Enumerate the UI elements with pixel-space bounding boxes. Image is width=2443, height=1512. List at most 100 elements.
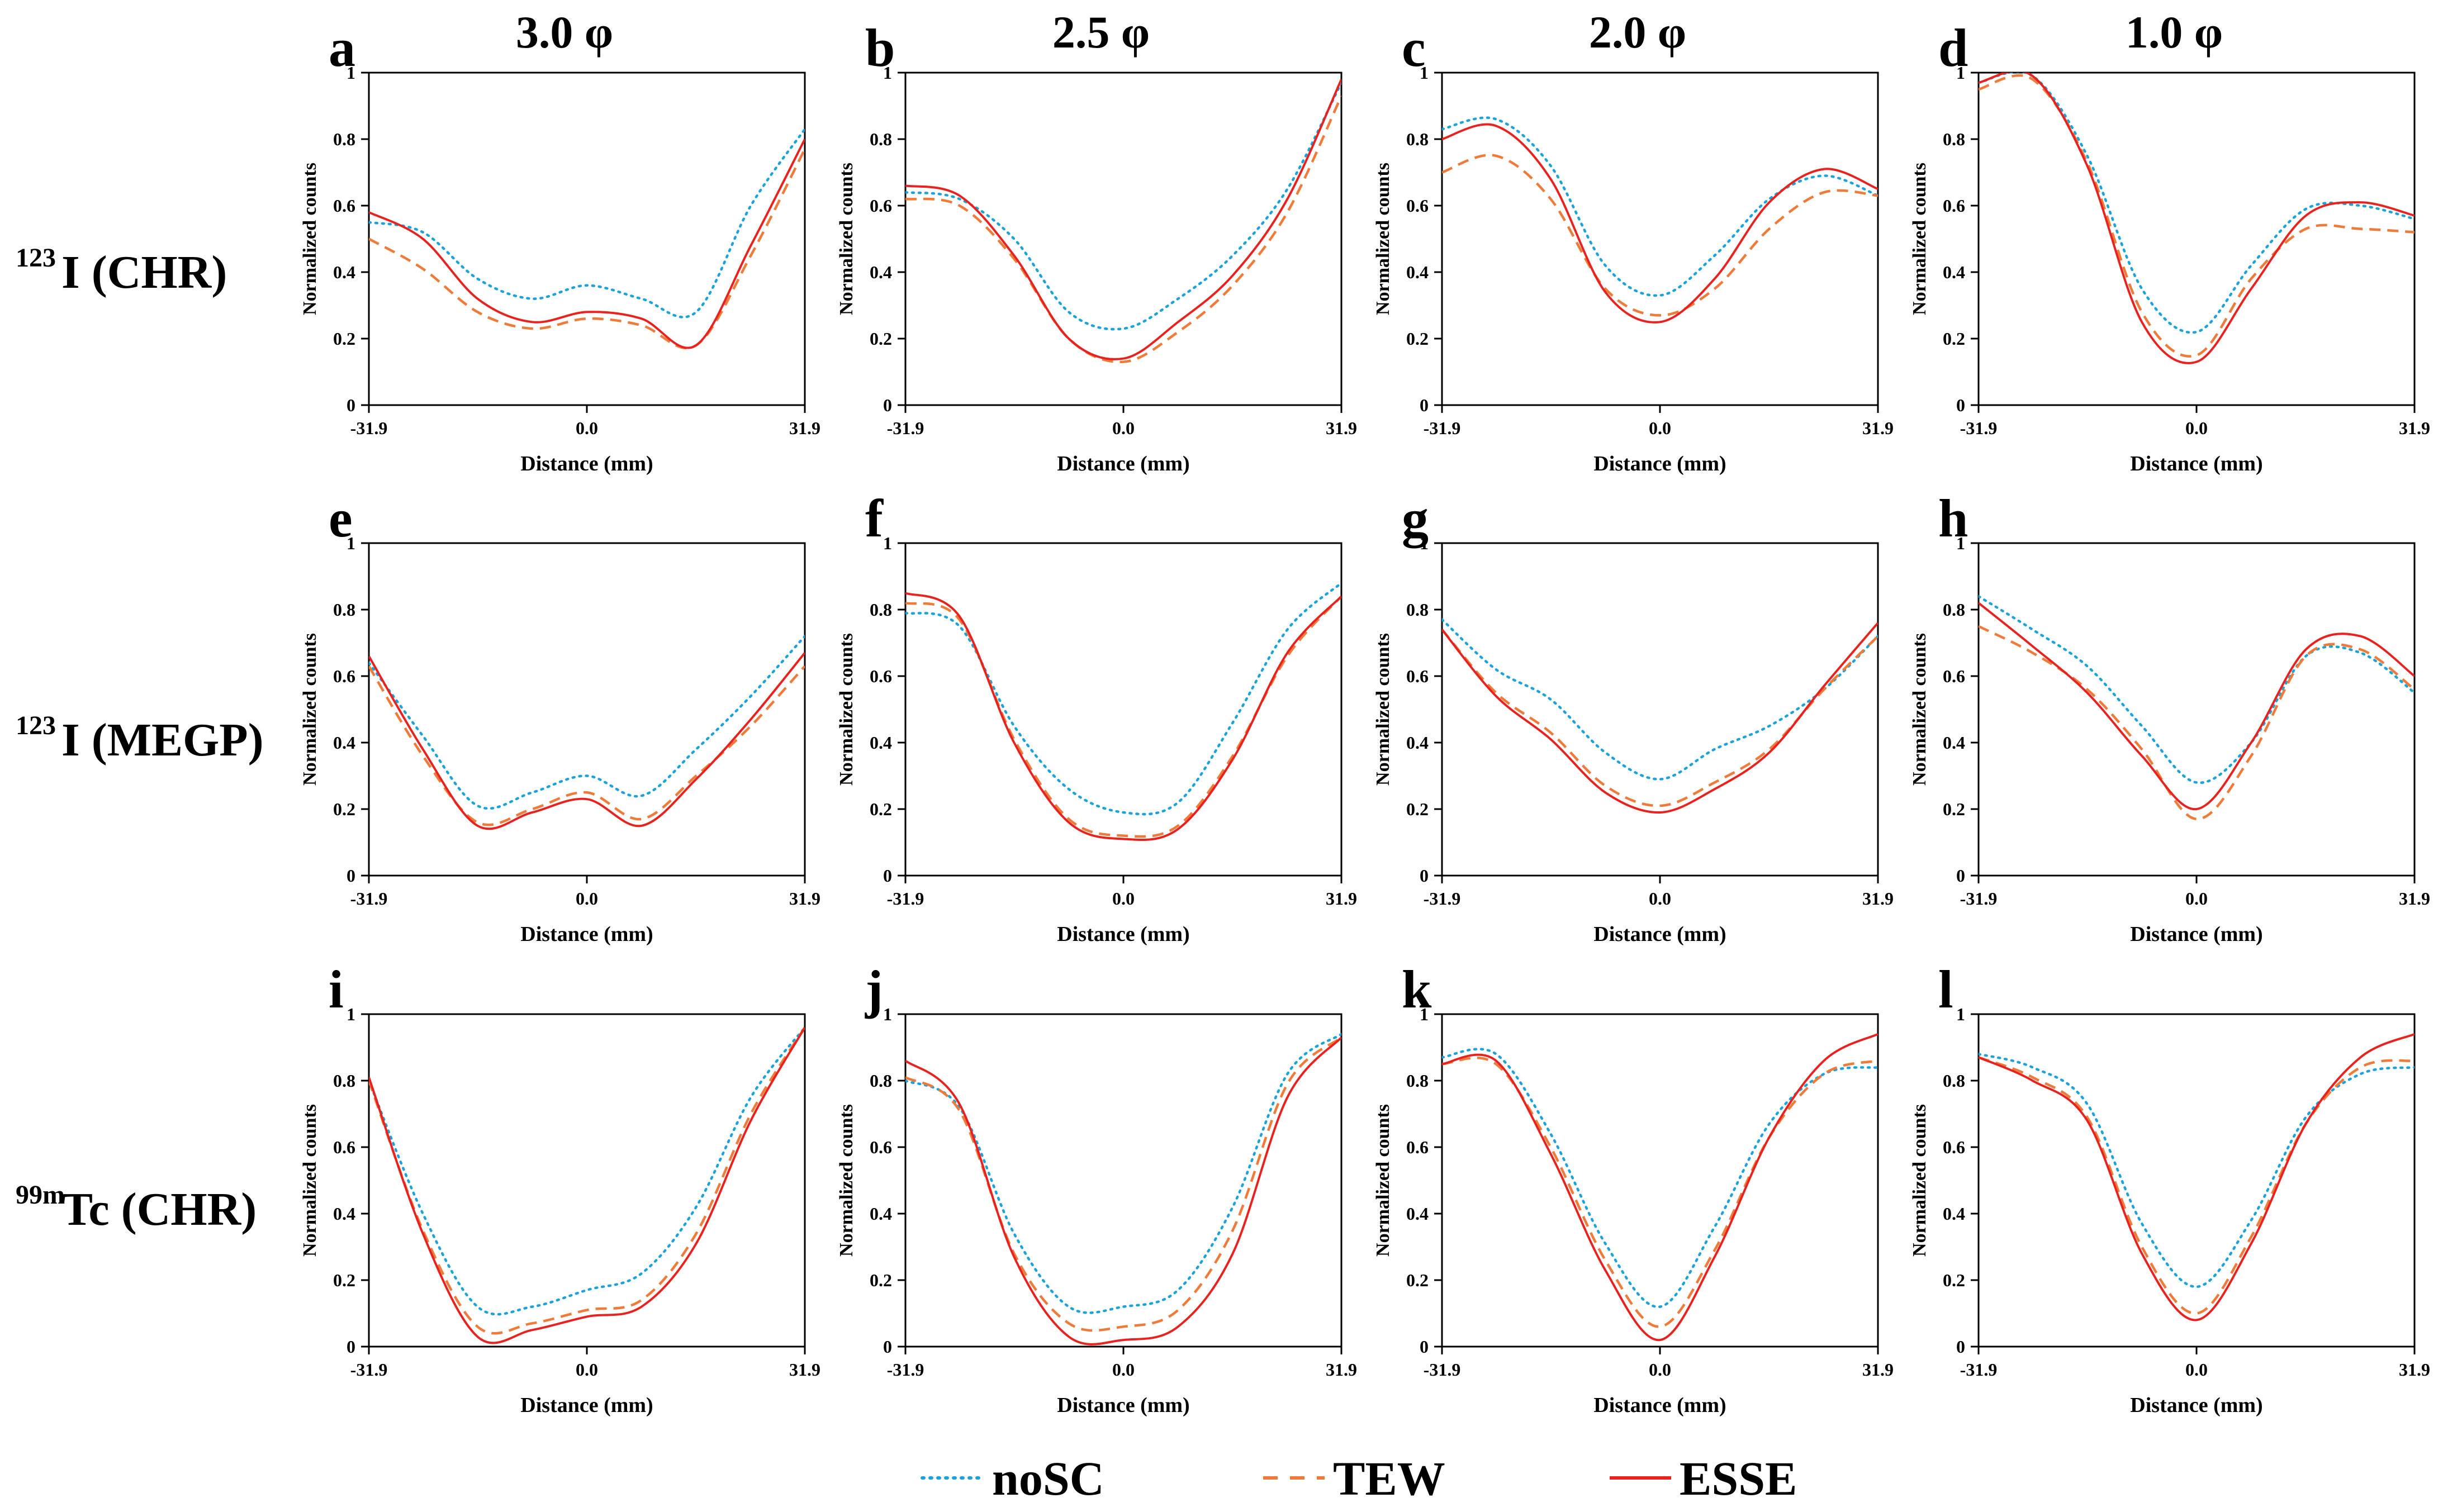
series-line-tew <box>905 95 1341 364</box>
y-tick-label: 0.6 <box>870 196 892 216</box>
y-axis-label: Normalized counts <box>1373 163 1393 315</box>
panel-g: g 0 0.2 0.4 0.6 0.8 1 -31.9 0.0 31.9 Distance (mm)… <box>1373 488 1894 946</box>
plot-frame <box>1441 1013 1879 1348</box>
y-tick-label: 0.6 <box>1943 1137 1965 1157</box>
series-line-tew <box>1442 1057 1878 1328</box>
y-tick-label: 0.8 <box>333 1071 355 1091</box>
series-line-tew <box>369 148 805 350</box>
series-line-esse <box>1979 1033 2414 1321</box>
x-tick-label: 0.0 <box>1649 418 1671 438</box>
y-tick-label: 0.2 <box>1943 329 1965 349</box>
panel-i: i 0 0.2 0.4 0.6 0.8 1 -31.9 0.0 31.9 Distance (mm)… <box>300 959 820 1417</box>
x-tick-label: 0.0 <box>1112 1359 1135 1380</box>
x-axis-label: Distance (mm) <box>520 1394 653 1417</box>
x-axis-label: Distance (mm) <box>1593 452 1726 476</box>
panel-letter: k <box>1402 959 1432 1019</box>
series-line-esse <box>1442 123 1878 324</box>
y-tick-label: 0 <box>347 1337 355 1357</box>
panel-letter: d <box>1938 18 1968 78</box>
column-header-2: 2.5 φ <box>1052 7 1150 58</box>
series-line-nosc <box>369 635 805 810</box>
y-axis-label: Normalized counts <box>1909 163 1930 315</box>
x-tick-label: 31.9 <box>2399 418 2430 438</box>
panel-h: h 0 0.2 0.4 0.6 0.8 1 -31.9 0.0 31.9 Distance (mm)… <box>1909 488 2430 946</box>
series-line-nosc <box>369 1026 805 1316</box>
series-line-tew <box>369 1026 805 1335</box>
x-tick-label: -31.9 <box>350 418 388 438</box>
series-line-esse <box>369 139 805 349</box>
series-line-esse <box>1979 602 2414 811</box>
panel-k: k 0 0.2 0.4 0.6 0.8 1 -31.9 0.0 31.9 Distance (mm)… <box>1373 959 1894 1417</box>
column-header-3: 2.0 φ <box>1589 7 1686 58</box>
y-tick-label: 0.6 <box>333 1137 355 1157</box>
column-header-1: 3.0 φ <box>516 7 613 58</box>
plot-frame <box>1977 1013 2416 1348</box>
y-tick-label: 0.4 <box>870 733 892 753</box>
legend-label-esse: ESSE <box>1680 1452 1797 1505</box>
panel-j: j 0 0.2 0.4 0.6 0.8 1 -31.9 0.0 31.9 Distance (mm)… <box>836 959 1357 1417</box>
y-tick-label: 0 <box>347 395 355 415</box>
x-tick-label: 0.0 <box>1649 1359 1671 1380</box>
y-axis-label: Normalized counts <box>1373 1104 1393 1257</box>
plot-frame <box>904 542 1343 877</box>
panel-b: b 0 0.2 0.4 0.6 0.8 1 -31.9 0.0 31.9 Distance (mm)… <box>836 18 1357 476</box>
x-tick-label: 0.0 <box>2185 1359 2208 1380</box>
panel-f: f 0 0.2 0.4 0.6 0.8 1 -31.9 0.0 31.9 Distance (mm)… <box>836 488 1357 946</box>
x-tick-label: 0.0 <box>1112 418 1135 438</box>
x-tick-label: 31.9 <box>789 888 820 909</box>
y-tick-label: 0.6 <box>1406 666 1429 686</box>
plot-frame <box>1441 542 1879 877</box>
y-tick-label: 0.8 <box>870 600 892 620</box>
y-tick-label: 0.4 <box>333 1204 355 1224</box>
y-tick-label: 0.4 <box>1943 733 1965 753</box>
plot-frame <box>904 1013 1343 1348</box>
series-line-esse <box>905 1036 1341 1345</box>
y-tick-label: 1 <box>1420 1004 1429 1024</box>
x-tick-label: -31.9 <box>887 418 924 438</box>
y-tick-label: 0.2 <box>870 329 892 349</box>
x-tick-label: 0.0 <box>576 888 598 909</box>
row-header-label: Tc (CHR) <box>61 1183 257 1235</box>
y-axis-label: Normalized counts <box>300 1104 320 1257</box>
y-tick-label: 0.6 <box>1406 196 1429 216</box>
y-tick-label: 0 <box>347 866 355 886</box>
y-tick-label: 0.8 <box>333 600 355 620</box>
row-header-label: I (CHR) <box>61 246 227 298</box>
y-tick-label: 0.4 <box>1406 733 1429 753</box>
y-tick-label: 0.4 <box>1943 262 1965 282</box>
row-header-1: 123 I (CHR) <box>16 243 227 298</box>
y-tick-label: 1 <box>1420 63 1429 83</box>
y-tick-label: 0.6 <box>870 1137 892 1157</box>
x-tick-label: 31.9 <box>1862 418 1894 438</box>
panel-letter: l <box>1938 959 1953 1019</box>
y-tick-label: 0.4 <box>1943 1204 1965 1224</box>
panel-letter: b <box>865 18 895 78</box>
plot-frame <box>368 1013 806 1348</box>
y-tick-label: 0.8 <box>1943 129 1965 149</box>
y-tick-label: 0.2 <box>1406 799 1429 819</box>
panel-d: d 0 0.2 0.4 0.6 0.8 1 -31.9 0.0 31.9 Distance (mm)… <box>1909 18 2430 476</box>
series-line-esse <box>1442 1033 1878 1342</box>
x-tick-label: 31.9 <box>1862 888 1894 909</box>
x-tick-label: 31.9 <box>2399 888 2430 909</box>
series-line-esse <box>905 79 1341 360</box>
x-tick-label: 31.9 <box>1326 888 1357 909</box>
y-tick-label: 0 <box>883 395 892 415</box>
panel-a: a 0 0.2 0.4 0.6 0.8 1 -31.9 0.0 31.9 Distance (mm)… <box>300 18 820 476</box>
panel-letter: g <box>1402 488 1429 548</box>
x-tick-label: 31.9 <box>789 418 820 438</box>
y-tick-label: 0 <box>883 1337 892 1357</box>
y-tick-label: 0.6 <box>333 196 355 216</box>
legend-label-nosc: noSC <box>992 1452 1104 1505</box>
y-tick-label: 0.4 <box>333 733 355 753</box>
x-tick-label: 31.9 <box>2399 1359 2430 1380</box>
y-tick-label: 0.8 <box>870 129 892 149</box>
panel-letter: f <box>865 488 884 548</box>
series-line-tew <box>905 595 1341 838</box>
panel-letter: h <box>1938 488 1968 548</box>
y-tick-label: 0.2 <box>870 799 892 819</box>
row-header-superscript: 123 <box>16 711 56 740</box>
x-tick-label: -31.9 <box>1960 1359 1998 1380</box>
